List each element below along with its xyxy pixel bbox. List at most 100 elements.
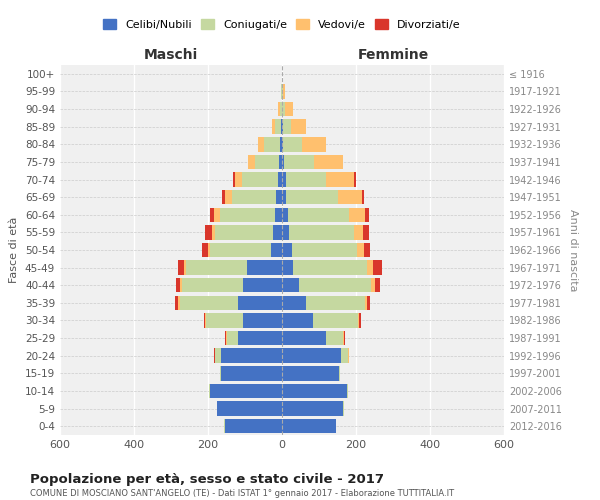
Bar: [367, 260, 373, 275]
Bar: [279, 154, 282, 169]
Bar: [224, 190, 232, 204]
Bar: [224, 331, 226, 345]
Bar: [280, 102, 281, 117]
Bar: [282, 384, 347, 398]
Bar: [217, 402, 282, 416]
Bar: [365, 208, 369, 222]
Bar: [176, 278, 180, 292]
Bar: [283, 102, 286, 117]
Bar: [272, 120, 275, 134]
Bar: [255, 154, 279, 169]
Bar: [258, 137, 263, 152]
Text: Femmine: Femmine: [358, 48, 428, 62]
Bar: [238, 296, 282, 310]
Bar: [232, 190, 277, 204]
Y-axis label: Anni di nascita: Anni di nascita: [568, 209, 578, 291]
Bar: [282, 137, 283, 152]
Bar: [180, 296, 238, 310]
Text: COMUNE DI MOSCIANO SANT'ANGELO (TE) - Dati ISTAT 1° gennaio 2017 - Elaborazione : COMUNE DI MOSCIANO SANT'ANGELO (TE) - Da…: [30, 489, 454, 498]
Bar: [243, 314, 282, 328]
Bar: [365, 296, 367, 310]
Bar: [283, 84, 284, 98]
Bar: [180, 278, 182, 292]
Bar: [359, 314, 361, 328]
Bar: [214, 348, 215, 363]
Bar: [344, 331, 345, 345]
Bar: [282, 154, 284, 169]
Bar: [282, 225, 289, 240]
Bar: [371, 278, 374, 292]
Bar: [278, 102, 280, 117]
Bar: [235, 172, 242, 186]
Bar: [277, 190, 282, 204]
Bar: [221, 190, 224, 204]
Bar: [271, 243, 282, 257]
Bar: [373, 260, 382, 275]
Bar: [354, 225, 364, 240]
Bar: [282, 419, 335, 434]
Bar: [282, 243, 292, 257]
Bar: [210, 243, 271, 257]
Bar: [220, 208, 275, 222]
Bar: [306, 296, 365, 310]
Bar: [233, 172, 235, 186]
Bar: [338, 190, 362, 204]
Bar: [205, 225, 212, 240]
Bar: [286, 172, 326, 186]
Bar: [354, 172, 356, 186]
Bar: [326, 331, 343, 345]
Bar: [238, 331, 282, 345]
Bar: [281, 120, 282, 134]
Bar: [283, 120, 291, 134]
Bar: [226, 331, 227, 345]
Bar: [206, 314, 243, 328]
Bar: [282, 260, 293, 275]
Bar: [178, 296, 180, 310]
Bar: [208, 243, 210, 257]
Bar: [280, 137, 282, 152]
Bar: [347, 384, 348, 398]
Bar: [248, 154, 255, 169]
Bar: [221, 348, 282, 363]
Bar: [202, 243, 208, 257]
Bar: [367, 296, 370, 310]
Bar: [313, 314, 358, 328]
Bar: [286, 102, 293, 117]
Bar: [243, 278, 282, 292]
Bar: [326, 172, 354, 186]
Bar: [282, 331, 326, 345]
Bar: [282, 348, 341, 363]
Bar: [343, 331, 344, 345]
Bar: [343, 402, 344, 416]
Bar: [215, 348, 221, 363]
Bar: [209, 384, 210, 398]
Bar: [281, 84, 282, 98]
Bar: [291, 120, 305, 134]
Bar: [283, 137, 302, 152]
Bar: [282, 172, 286, 186]
Bar: [227, 331, 238, 345]
Bar: [224, 419, 282, 434]
Bar: [302, 137, 326, 152]
Bar: [374, 278, 380, 292]
Bar: [221, 366, 282, 380]
Bar: [341, 348, 348, 363]
Bar: [182, 278, 243, 292]
Bar: [364, 225, 369, 240]
Bar: [203, 314, 205, 328]
Bar: [273, 225, 282, 240]
Bar: [282, 190, 286, 204]
Bar: [178, 260, 184, 275]
Bar: [282, 120, 283, 134]
Bar: [292, 243, 357, 257]
Bar: [284, 154, 314, 169]
Legend: Celibi/Nubili, Coniugati/e, Vedovi/e, Divorziati/e: Celibi/Nubili, Coniugati/e, Vedovi/e, Di…: [103, 19, 461, 30]
Bar: [175, 296, 178, 310]
Bar: [205, 314, 206, 328]
Bar: [278, 172, 282, 186]
Bar: [247, 260, 282, 275]
Bar: [282, 278, 299, 292]
Y-axis label: Fasce di età: Fasce di età: [10, 217, 19, 283]
Bar: [299, 278, 371, 292]
Bar: [282, 208, 287, 222]
